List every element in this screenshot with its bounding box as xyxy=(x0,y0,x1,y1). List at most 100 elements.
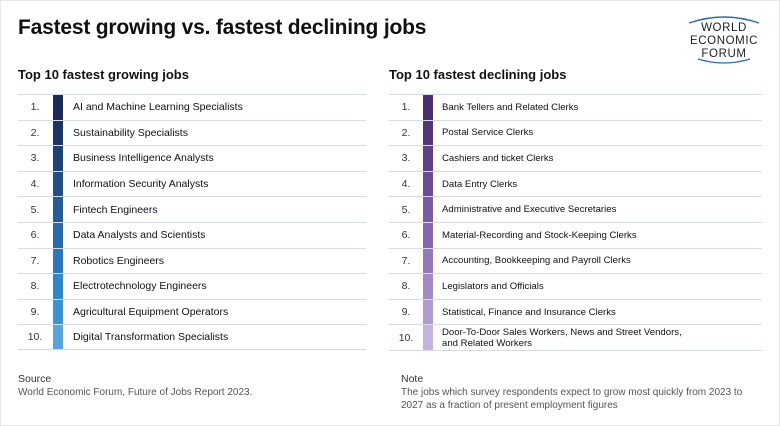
list-item: 1. Bank Tellers and Related Clerks xyxy=(389,94,762,120)
note-heading: Note xyxy=(401,373,424,385)
job-label: Agricultural Equipment Operators xyxy=(73,306,228,318)
job-label: Business Intelligence Analysts xyxy=(73,152,214,164)
job-label-line: Information Security Analysts xyxy=(73,178,209,191)
rank-number: 8. xyxy=(30,280,40,293)
list-item: 2. Sustainability Specialists xyxy=(18,119,366,146)
color-bar xyxy=(53,248,63,274)
color-bar xyxy=(53,171,63,197)
job-label: Data Analysts and Scientists xyxy=(73,229,206,241)
color-bar xyxy=(53,120,63,146)
job-label: Administrative and Executive Secretaries xyxy=(442,204,616,215)
logo-line-3: FORUM xyxy=(701,48,747,60)
list-item: 1. AI and Machine Learning Specialists xyxy=(18,94,366,120)
list-item: 10. Digital Transformation Specialists xyxy=(18,324,366,350)
rank-number: 7. xyxy=(401,254,411,267)
declining-jobs-list: 1. Bank Tellers and Related Clerks 2. Posta… xyxy=(389,94,762,352)
job-label: Robotics Engineers xyxy=(73,255,164,267)
job-label-line: Robotics Engineers xyxy=(73,254,165,267)
color-bar xyxy=(53,299,63,325)
color-bar xyxy=(53,197,63,222)
list-item: 10. Door-To-Door Sales Workers, News and … xyxy=(389,324,762,352)
list-item: 7. Robotics Engineers xyxy=(18,247,366,274)
job-label: Material-Recording and Stock-Keeping Cle… xyxy=(442,230,637,241)
note-line-2: 2027 as a fraction of present employment… xyxy=(401,399,618,411)
list-item: 5. Administrative and Executive Secretari… xyxy=(389,196,762,222)
logo-arc-bottom-icon xyxy=(697,58,751,64)
job-label: Door-To-Door Sales Workers, News and Str… xyxy=(442,327,682,349)
job-label-line: Sustainability Specialists xyxy=(73,126,188,139)
job-label-line: Data Analysts and Scientists xyxy=(73,229,206,242)
list-item: 2. Postal Service Clerks xyxy=(389,119,762,146)
rank-number: 2. xyxy=(30,126,40,139)
source-text: World Economic Forum, Future of Jobs Rep… xyxy=(18,387,253,398)
color-bar xyxy=(423,222,433,248)
color-bar xyxy=(423,325,433,351)
rank-number: 5. xyxy=(401,203,411,216)
rank-number: 10. xyxy=(398,331,414,344)
job-label: Electrotechnology Engineers xyxy=(73,280,207,292)
job-label: Data Entry Clerks xyxy=(442,179,517,190)
page-title: Fastest growing vs. fastest declining jo… xyxy=(18,16,427,39)
rank-number: 7. xyxy=(30,254,40,267)
list-item: 8. Electrotechnology Engineers xyxy=(18,273,366,299)
rank-number: 2. xyxy=(401,126,411,139)
rank-number: 6. xyxy=(401,229,411,242)
job-label-line: Business Intelligence Analysts xyxy=(73,152,214,165)
rank-number: 1. xyxy=(30,101,40,114)
logo-line-2: ECONOMIC xyxy=(689,35,759,47)
logo-arc-icon xyxy=(688,16,760,24)
color-bar xyxy=(53,325,63,349)
job-label-line: Bank Tellers and Related Clerks xyxy=(442,101,579,113)
color-bar xyxy=(53,146,63,171)
job-label: Sustainability Specialists xyxy=(73,127,188,139)
job-label: Statistical, Finance and Insurance Clerk… xyxy=(442,307,616,318)
job-label-line: and Related Workers xyxy=(442,337,532,349)
job-label-line: Electrotechnology Engineers xyxy=(73,280,207,293)
color-bar xyxy=(423,197,433,222)
job-label: Digital Transformation Specialists xyxy=(73,331,228,343)
color-bar xyxy=(53,274,63,299)
color-bar xyxy=(423,248,433,274)
job-label-line: Administrative and Executive Secretaries xyxy=(442,204,617,216)
color-bar xyxy=(423,120,433,146)
note-line-1: The jobs which survey respondents expect… xyxy=(401,387,743,398)
job-label: Accounting, Bookkeeping and Payroll Cler… xyxy=(442,255,631,266)
rank-number: 3. xyxy=(30,152,40,165)
rank-number: 5. xyxy=(30,203,40,216)
job-label-line: Data Entry Clerks xyxy=(442,178,518,190)
job-label-line: Cashiers and ticket Clerks xyxy=(442,152,554,164)
list-item: 6. Material-Recording and Stock-Keeping C… xyxy=(389,221,762,248)
source-heading: Source xyxy=(18,373,52,385)
rank-number: 8. xyxy=(401,280,411,293)
color-bar xyxy=(423,146,433,171)
list-item: 9. Statistical, Finance and Insurance Cle… xyxy=(389,298,762,325)
logo-line-1: WORLD xyxy=(701,22,747,34)
growing-heading: Top 10 fastest growing jobs xyxy=(18,67,189,82)
job-label-line: Agricultural Equipment Operators xyxy=(73,306,229,319)
list-item: 9. Agricultural Equipment Operators xyxy=(18,298,366,325)
job-label: Bank Tellers and Related Clerks xyxy=(442,102,578,113)
job-label-line: Fintech Engineers xyxy=(73,203,158,216)
job-label: Information Security Analysts xyxy=(73,178,208,190)
rank-number: 9. xyxy=(401,306,411,319)
list-item: 5. Fintech Engineers xyxy=(18,196,366,222)
color-bar xyxy=(423,171,433,197)
list-item: 3. Cashiers and ticket Clerks xyxy=(389,145,762,171)
list-item: 3. Business Intelligence Analysts xyxy=(18,145,366,171)
job-label: AI and Machine Learning Specialists xyxy=(73,101,243,113)
rank-number: 4. xyxy=(401,178,411,191)
job-label-line: Accounting, Bookkeeping and Payroll Cler… xyxy=(442,255,631,267)
job-label-line: Door-To-Door Sales Workers, News and Str… xyxy=(442,326,682,338)
color-bar xyxy=(423,299,433,325)
list-item: 8. Legislators and Officials xyxy=(389,273,762,299)
job-label-line: Digital Transformation Specialists xyxy=(73,331,229,344)
job-label-line: Statistical, Finance and Insurance Clerk… xyxy=(442,306,616,318)
growing-jobs-list: 1. AI and Machine Learning Specialists 2. S… xyxy=(18,94,366,350)
color-bar xyxy=(423,95,433,120)
job-label: Legislators and Officials xyxy=(442,281,544,292)
job-label: Fintech Engineers xyxy=(73,204,158,216)
color-bar xyxy=(53,95,63,120)
rank-number: 9. xyxy=(30,306,40,319)
rank-number: 6. xyxy=(30,229,40,242)
job-label: Postal Service Clerks xyxy=(442,127,533,138)
